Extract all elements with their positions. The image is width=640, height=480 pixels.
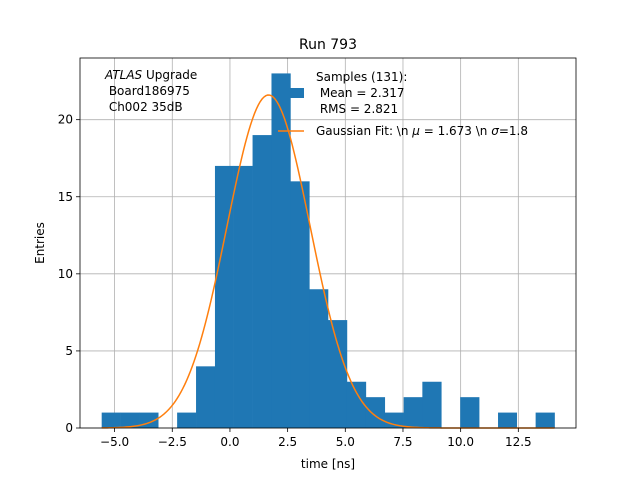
histogram-bar-23 xyxy=(535,412,555,428)
legend-fit-label: Gaussian Fit: \n μ = 1.673 \n σ=1.8 xyxy=(316,124,528,138)
x-tick-label-6: 10.0 xyxy=(447,435,474,449)
annotation-upgrade-word: Upgrade xyxy=(142,68,197,82)
x-tick-label-7: 12.5 xyxy=(505,435,532,449)
legend: Samples (131): Mean = 2.317 RMS = 2.821 … xyxy=(278,70,528,138)
x-tick-label-2: 0.0 xyxy=(220,435,239,449)
legend-histogram-line-2: Mean = 2.317 xyxy=(316,86,405,100)
y-axis-label: Entries xyxy=(33,222,47,264)
histogram-bar-16 xyxy=(403,397,423,428)
histogram-bar-12 xyxy=(328,320,348,428)
histogram-bar-4 xyxy=(177,412,197,428)
histogram-bar-19 xyxy=(460,397,480,428)
annotation-line-2: Board186975 xyxy=(105,84,190,98)
legend-histogram-swatch xyxy=(278,88,304,98)
histogram-bar-7 xyxy=(233,165,253,428)
y-axis-ticks: 0 5 10 15 20 xyxy=(58,113,80,435)
x-tick-label-4: 5.0 xyxy=(336,435,355,449)
x-tick-label-3: 2.5 xyxy=(278,435,297,449)
histogram-bar-17 xyxy=(422,381,442,428)
legend-histogram-line-1: Samples (131): xyxy=(316,70,407,84)
histogram-bar-14 xyxy=(365,397,386,428)
x-tick-label-0: −5.0 xyxy=(100,435,129,449)
y-tick-label-3: 15 xyxy=(58,190,73,204)
legend-fit-part-1: Gaussian Fit: \n xyxy=(316,124,412,138)
annotation-line-3: Ch002 35dB xyxy=(105,100,183,114)
histogram-bar-10 xyxy=(290,181,310,428)
histogram-bar-6 xyxy=(214,165,234,428)
histogram-bars xyxy=(101,73,555,429)
x-axis-label: time [ns] xyxy=(301,457,355,471)
histogram-bar-8 xyxy=(252,135,272,429)
grid xyxy=(80,58,576,429)
x-tick-label-1: −2.5 xyxy=(158,435,187,449)
y-tick-label-2: 10 xyxy=(58,267,73,281)
histogram-bar-15 xyxy=(384,412,404,428)
chart-title: Run 793 xyxy=(299,37,357,53)
legend-fit-part-3: =1.8 xyxy=(499,124,528,138)
x-tick-label-5: 7.5 xyxy=(393,435,412,449)
legend-histogram-line-3: RMS = 2.821 xyxy=(316,102,398,116)
legend-fit-mu: μ xyxy=(411,124,420,138)
legend-fit-part-2: = 1.673 \n xyxy=(420,124,491,138)
histogram-bar-5 xyxy=(196,366,216,428)
y-tick-label-1: 5 xyxy=(65,344,73,358)
histogram-bar-1 xyxy=(120,412,140,428)
histogram-bar-13 xyxy=(346,381,367,428)
histogram-bar-0 xyxy=(101,412,121,428)
annotation-atlas-word: ATLAS xyxy=(104,68,143,82)
x-axis-ticks: −5.0 −2.5 0.0 2.5 5.0 7.5 10.0 12.5 xyxy=(100,428,532,449)
histogram-bar-21 xyxy=(498,412,518,428)
annotation-line-1: ATLAS Upgrade xyxy=(104,68,197,82)
plot-area-frame xyxy=(79,57,577,429)
annotation-box: ATLAS Upgrade Board186975 Ch002 35dB xyxy=(104,68,197,114)
histogram-bar-11 xyxy=(309,289,329,428)
histogram-bar-9 xyxy=(271,73,291,429)
legend-fit-sigma: σ xyxy=(491,124,499,138)
y-tick-label-0: 0 xyxy=(65,421,73,435)
y-tick-label-4: 20 xyxy=(58,113,73,127)
